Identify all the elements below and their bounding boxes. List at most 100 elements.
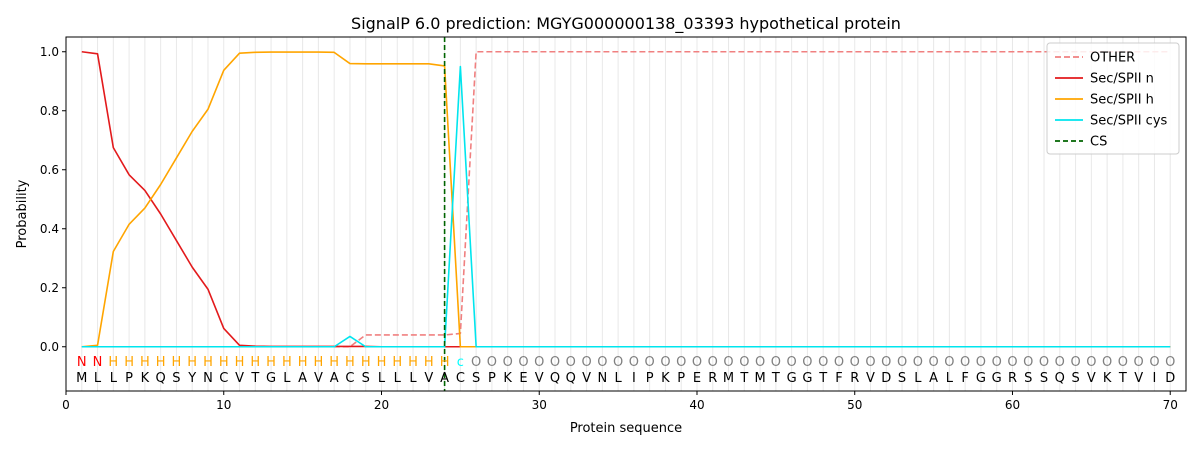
annotation-letter-59: O <box>992 355 1002 370</box>
legend-label-0: OTHER <box>1090 51 1135 66</box>
sequence-letter-15: A <box>298 371 307 386</box>
y-axis-ticks: 0.0 0.2 0.4 0.6 0.8 1.0 <box>40 45 66 354</box>
annotation-letter-70: O <box>1165 355 1175 370</box>
sequence-letter-58: G <box>976 371 986 386</box>
annotation-letter-63: O <box>1055 355 1065 370</box>
annotation-letter-50: O <box>850 355 860 370</box>
x-tick-label-5: 50 <box>847 398 862 412</box>
annotation-letter-65: O <box>1086 355 1096 370</box>
sequence-letter-13: G <box>266 371 276 386</box>
x-axis-ticks: 0 10 20 30 40 50 60 70 <box>62 391 1178 412</box>
annotation-letter-12: H <box>250 355 260 370</box>
annotation-letter-40: O <box>692 355 702 370</box>
annotation-letter-30: O <box>534 355 544 370</box>
sequence-letter-39: P <box>677 371 685 386</box>
sequence-letter-5: K <box>141 371 150 386</box>
annotation-letter-16: H <box>314 355 324 370</box>
y-tick-label-2: 0.4 <box>40 222 59 236</box>
annotation-letter-14: H <box>282 355 292 370</box>
sequence-letter-50: R <box>850 371 859 386</box>
annotation-letter-53: O <box>897 355 907 370</box>
annotation-letter-26: O <box>471 355 481 370</box>
annotation-letter-15: H <box>298 355 308 370</box>
sequence-letter-29: E <box>519 371 527 386</box>
annotation-letter-69: O <box>1149 355 1159 370</box>
annotation-letter-58: O <box>976 355 986 370</box>
x-tick-label-1: 10 <box>216 398 231 412</box>
annotation-letter-18: H <box>345 355 355 370</box>
sequence-letter-1: M <box>76 371 87 386</box>
series-line-2 <box>81 51 1171 348</box>
annotation-letter-5: H <box>140 355 150 370</box>
sequence-letter-24: A <box>440 371 449 386</box>
x-tick-label-4: 40 <box>689 398 704 412</box>
annotation-letter-56: O <box>944 355 954 370</box>
sequence-letter-57: F <box>961 371 968 386</box>
annotation-letter-20: H <box>377 355 387 370</box>
annotation-letter-34: O <box>597 355 607 370</box>
x-axis-label: Protein sequence <box>570 421 682 436</box>
sequence-letter-36: I <box>632 371 636 386</box>
sequence-letter-3: L <box>110 371 118 386</box>
annotation-letter-1: N <box>77 355 87 370</box>
sequence-letter-11: V <box>235 371 244 386</box>
annotation-letter-33: O <box>581 355 591 370</box>
y-tick-label-0: 0.0 <box>40 340 59 354</box>
annotation-letter-35: O <box>613 355 623 370</box>
sequence-letter-59: G <box>992 371 1002 386</box>
legend-label-1: Sec/SPII n <box>1090 72 1154 87</box>
sequence-letter-56: L <box>946 371 954 386</box>
annotation-letter-31: O <box>550 355 560 370</box>
y-tick-label-4: 0.8 <box>40 104 59 118</box>
sequence-letter-38: K <box>661 371 670 386</box>
annotation-letter-21: H <box>392 355 402 370</box>
x-tick-label-0: 0 <box>62 398 70 412</box>
y-tick-label-3: 0.6 <box>40 163 59 177</box>
sequence-letter-46: G <box>787 371 797 386</box>
sequence-letter-21: L <box>394 371 402 386</box>
series-line-3 <box>81 65 1171 348</box>
sequence-letter-63: Q <box>1055 371 1065 386</box>
annotation-letter-52: O <box>881 355 891 370</box>
sequence-letter-9: N <box>203 371 213 386</box>
series-lines <box>81 50 1171 348</box>
annotation-letter-22: H <box>408 355 418 370</box>
legend-label-3: Sec/SPII cys <box>1090 114 1168 129</box>
sequence-letter-43: T <box>739 371 748 386</box>
annotation-letter-62: O <box>1039 355 1049 370</box>
annotation-letter-32: O <box>566 355 576 370</box>
sequence-letter-54: L <box>914 371 922 386</box>
annotation-letter-3: H <box>108 355 118 370</box>
sequence-letter-65: V <box>1087 371 1096 386</box>
annotation-letter-42: O <box>723 355 733 370</box>
annotation-letter-55: O <box>928 355 938 370</box>
legend-label-2: Sec/SPII h <box>1090 93 1154 108</box>
sequence-letter-12: T <box>250 371 259 386</box>
sequence-letter-48: T <box>818 371 827 386</box>
annotation-letter-47: O <box>802 355 812 370</box>
annotation-letter-51: O <box>865 355 875 370</box>
annotation-letter-49: O <box>834 355 844 370</box>
annotation-letter-43: O <box>739 355 749 370</box>
sequence-letter-45: T <box>771 371 780 386</box>
sequence-letter-4: P <box>125 371 133 386</box>
vertical-gridlines <box>81 37 1171 391</box>
sequence-letter-62: S <box>1040 371 1048 386</box>
x-tick-label-2: 20 <box>374 398 389 412</box>
annotation-letter-67: O <box>1118 355 1128 370</box>
annotation-letter-37: O <box>645 355 655 370</box>
sequence-letter-19: S <box>362 371 370 386</box>
sequence-letter-47: G <box>802 371 812 386</box>
sequence-letter-33: V <box>582 371 591 386</box>
annotation-letter-23: H <box>424 355 434 370</box>
sequence-letter-10: C <box>219 371 228 386</box>
series-line-1 <box>81 50 1171 348</box>
sequence-letter-53: S <box>898 371 906 386</box>
sequence-letter-67: T <box>1118 371 1127 386</box>
sequence-letter-8: Y <box>187 371 196 386</box>
sequence-letter-23: V <box>424 371 433 386</box>
sequence-letter-51: V <box>866 371 875 386</box>
